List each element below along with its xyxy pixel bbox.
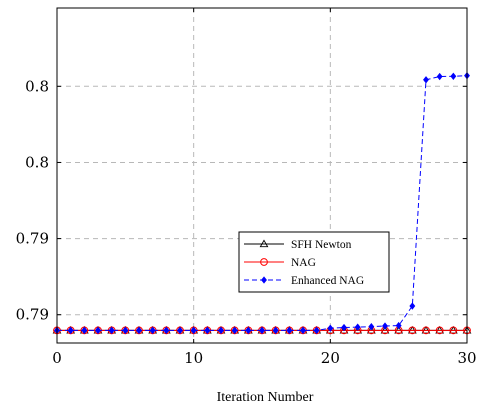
data-point bbox=[449, 326, 458, 335]
data-point bbox=[341, 323, 347, 332]
data-point bbox=[450, 72, 457, 80]
legend-marker bbox=[261, 276, 267, 284]
legend: SFH Newton NAG Enhanced NAG bbox=[238, 231, 390, 293]
axis-ticks: 0 10 20 30 0.79 0.79 0.8 0.8 bbox=[16, 8, 477, 367]
data-point bbox=[313, 326, 320, 335]
x-tick-label: 10 bbox=[184, 349, 203, 367]
y-tick-label: 0.8 bbox=[25, 153, 49, 171]
data-point bbox=[435, 326, 444, 335]
data-point bbox=[382, 322, 388, 330]
data-point bbox=[423, 76, 429, 84]
data-point bbox=[231, 326, 238, 335]
y-tick-label: 0.8 bbox=[25, 77, 49, 95]
x-tick-label: 0 bbox=[52, 349, 62, 367]
legend-label: SFH Newton bbox=[291, 239, 352, 251]
x-tick-label: 20 bbox=[321, 349, 340, 367]
data-point bbox=[149, 326, 156, 335]
data-point bbox=[81, 326, 88, 335]
data-point bbox=[436, 72, 443, 81]
plot-frame bbox=[56, 7, 468, 344]
data-point bbox=[177, 326, 183, 335]
data-point bbox=[122, 326, 129, 335]
data-point bbox=[245, 326, 252, 335]
data-point bbox=[327, 324, 334, 332]
data-point bbox=[136, 326, 142, 335]
y-tick-label: 0.79 bbox=[16, 230, 49, 248]
series-enhanced-nag bbox=[54, 71, 470, 335]
data-point bbox=[409, 302, 416, 310]
data-point bbox=[204, 326, 211, 335]
data-point bbox=[408, 326, 417, 335]
data-point bbox=[354, 323, 361, 331]
data-point bbox=[218, 326, 224, 335]
data-point bbox=[395, 321, 402, 330]
data-point bbox=[95, 326, 101, 335]
grid-lines bbox=[57, 8, 467, 343]
legend-label: Enhanced NAG bbox=[291, 275, 364, 287]
legend-marker bbox=[260, 258, 268, 266]
legend-label: NAG bbox=[291, 257, 316, 269]
y-tick-label: 0.79 bbox=[16, 306, 49, 324]
x-axis-label: Iteration Number bbox=[217, 390, 314, 405]
legend-marker bbox=[259, 239, 269, 248]
data-point bbox=[67, 326, 74, 335]
data-point bbox=[286, 326, 293, 335]
series-layer bbox=[52, 71, 472, 335]
data-point bbox=[108, 326, 115, 335]
data-point bbox=[368, 323, 375, 331]
data-point bbox=[422, 326, 430, 335]
data-point bbox=[163, 326, 170, 335]
data-point bbox=[190, 326, 197, 335]
data-point bbox=[300, 326, 306, 335]
data-point bbox=[259, 326, 265, 335]
x-tick-label: 30 bbox=[457, 349, 476, 367]
data-point bbox=[272, 326, 279, 335]
